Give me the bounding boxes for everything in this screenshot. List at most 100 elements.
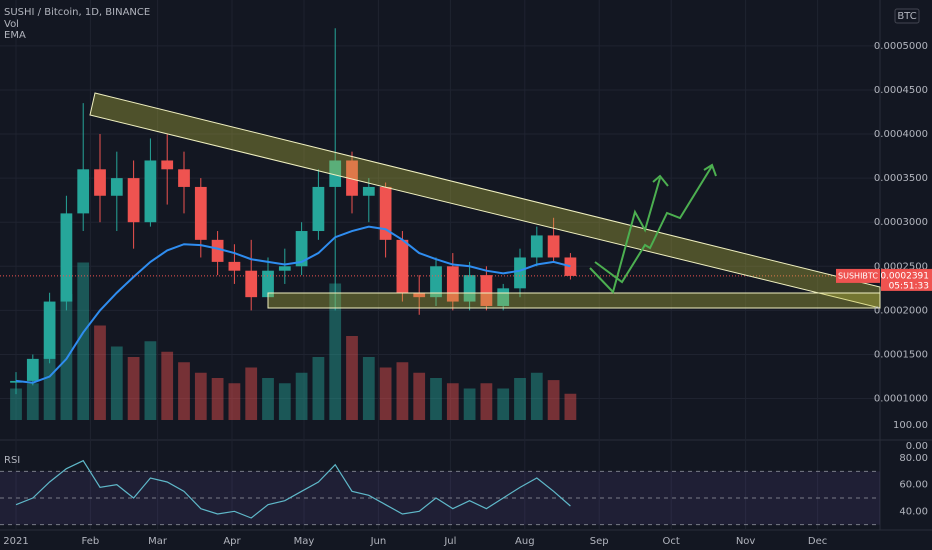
candle-body (110, 178, 123, 196)
candle-body (430, 266, 442, 298)
y-tick-label: 0.0005000 (874, 41, 928, 52)
candle-body (178, 169, 190, 187)
volume-bar (194, 372, 207, 420)
y-tick-label: 0.0004500 (874, 85, 928, 96)
candle-body (564, 257, 577, 276)
y-tick-label: 0.0003500 (874, 173, 928, 184)
volume-bar (60, 294, 73, 420)
candle-body (312, 186, 325, 232)
ema-line (15, 225, 571, 384)
volume-bar (26, 383, 39, 420)
volume-bar (211, 378, 224, 420)
projection-arrow (589, 177, 661, 294)
candle-body (77, 169, 90, 214)
volume-bar (346, 336, 358, 420)
candle-body (194, 186, 207, 240)
candle-body (396, 239, 409, 293)
legend-entry: Vol (4, 19, 19, 30)
y-tick-label: 0.0003000 (874, 217, 928, 228)
y-tick-label: 60.00 (899, 480, 928, 491)
volume-bar (127, 357, 140, 420)
x-tick-label: Apr (223, 536, 241, 547)
symbol-tag (836, 268, 880, 283)
volume-bar (178, 362, 190, 420)
x-tick-label: Feb (82, 536, 100, 547)
candle-body (514, 257, 526, 289)
y-tick-label: 0.0002000 (874, 305, 928, 316)
candle-body (547, 235, 560, 258)
x-tick-label: Dec (808, 536, 827, 547)
y-tick-label: 0.0001000 (874, 394, 928, 405)
volume-bar (312, 357, 325, 420)
chart-title: SUSHI / Bitcoin, 1D, BINANCE (4, 7, 150, 18)
y-tick-label: 0.0001500 (874, 349, 928, 360)
volume-bar (413, 372, 426, 420)
support-zone (267, 292, 881, 309)
volume-bar (110, 346, 123, 420)
x-tick-label: Jul (443, 536, 456, 547)
volume-bar (547, 380, 560, 420)
candle-body (262, 270, 274, 298)
x-tick-label: Sep (590, 536, 609, 547)
volume-bar (228, 383, 241, 420)
currency-box (894, 8, 920, 24)
volume-bar (530, 372, 543, 420)
candle-body (26, 358, 39, 381)
x-tick-label: Nov (736, 536, 756, 547)
volume-bar (379, 367, 392, 420)
arrow-head (703, 163, 717, 177)
last-price: 0.0002391 (880, 271, 929, 281)
y-tick-label: 0.0002500 (874, 261, 928, 272)
volume-bar (329, 283, 342, 420)
volume-bar (94, 325, 106, 420)
candle-body (211, 239, 224, 262)
volume-bar (463, 388, 476, 420)
rsi-title: RSI (4, 455, 20, 466)
candle-body (127, 178, 140, 223)
scale-label: 0.00 (906, 441, 928, 452)
volume-bar (396, 362, 409, 420)
x-tick-label: May (294, 536, 315, 547)
candle-body (43, 301, 56, 359)
x-tick-label: Oct (663, 536, 680, 547)
volume-bar (295, 372, 308, 420)
x-tick-label: Aug (515, 536, 535, 547)
x-tick-label: Mar (148, 536, 168, 547)
volume-bar (362, 357, 375, 420)
candle-body (530, 235, 543, 258)
candle-body (463, 275, 476, 302)
x-tick-label: Jun (370, 536, 387, 547)
candle-body (245, 270, 258, 298)
candle-body (161, 160, 174, 170)
candle-body (379, 186, 392, 240)
candle-body (329, 160, 342, 187)
volume-bar (245, 367, 258, 420)
projection-arrow (594, 165, 713, 284)
volume-bar (564, 393, 577, 420)
volume-bar (497, 388, 510, 420)
volume-bar (262, 378, 274, 420)
candle-body (346, 160, 358, 196)
candle-body (413, 292, 426, 298)
candle-body (228, 261, 241, 271)
candle-body (480, 275, 493, 306)
candle-body (94, 169, 106, 196)
volume-bar (161, 351, 174, 420)
drawings (89, 92, 881, 309)
volume-bar (430, 378, 442, 420)
volume-bar (77, 262, 90, 420)
y-tick-label: 0.0004000 (874, 129, 928, 140)
symbol: SUSHIBTC (838, 271, 878, 280)
x-tick-label: 2021 (3, 536, 28, 547)
candle-body (295, 231, 308, 267)
candle-body (60, 213, 73, 302)
y-tick-label: 80.00 (899, 453, 928, 464)
volume-bar (43, 357, 56, 420)
legend-entry: EMA (4, 30, 26, 41)
candle-body (144, 160, 157, 223)
volume-bar (480, 383, 493, 420)
scale-label: 100.00 (893, 420, 928, 431)
volume-bar (10, 388, 22, 420)
